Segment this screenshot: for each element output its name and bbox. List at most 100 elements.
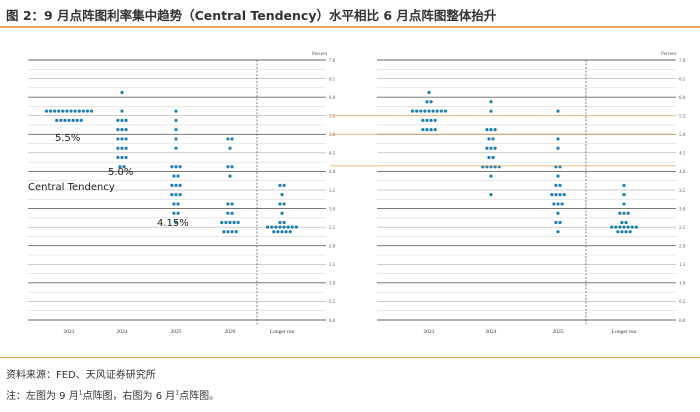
dot-mark	[622, 211, 626, 215]
dot-mark	[421, 118, 425, 122]
y-tick-label: 0.5	[329, 300, 336, 305]
dot-mark	[178, 165, 182, 169]
dot-mark	[178, 183, 182, 187]
dot-mark	[556, 146, 560, 150]
dot-mark	[124, 137, 128, 141]
dot-mark	[230, 137, 234, 141]
dot-mark	[489, 174, 493, 178]
dot-mark	[176, 211, 180, 215]
dot-mark	[491, 155, 495, 160]
dot-mark	[280, 230, 284, 234]
y-tick-label: 4.5	[329, 152, 336, 157]
dot-plot-september: 0.0 0.5 1.0 1.5 2.0 2.5 3.0 3.5 4.0 4.5 5.0 5.5 6.0 6…	[28, 52, 336, 335]
dot-mark	[230, 230, 234, 234]
dot-mark	[489, 128, 493, 132]
dot-mark	[429, 100, 433, 104]
dot-mark	[626, 211, 630, 215]
dot-mark	[290, 225, 294, 229]
dot-mark	[226, 211, 230, 215]
dot-mark	[562, 193, 566, 197]
dot-mark	[174, 128, 178, 132]
dot-mark	[124, 118, 128, 122]
dot-mark	[622, 183, 626, 187]
dot-mark	[620, 230, 624, 234]
dot-mark	[626, 225, 630, 229]
x-category-label: 2023	[424, 329, 435, 335]
dot-mark	[489, 193, 493, 197]
dot-mark	[176, 174, 180, 178]
dot-mark	[59, 118, 63, 122]
dot-mark	[419, 109, 423, 113]
dot-mark	[618, 211, 622, 215]
dot-mark	[278, 220, 282, 225]
dot-mark	[116, 137, 120, 141]
dot-mark	[286, 225, 290, 229]
dot-mark	[236, 220, 240, 225]
dot-mark	[556, 137, 560, 141]
dot-mark	[178, 193, 182, 197]
dot-mark	[274, 225, 278, 229]
dot-mark	[558, 193, 562, 197]
figure-title: 图 2：9 月点阵图利率集中趋势（Central Tendency）水平相比 6…	[6, 8, 497, 23]
dot-mark	[174, 183, 178, 187]
y-axis-label: Percent	[312, 52, 328, 57]
y-tick-label: 5.0	[329, 133, 336, 138]
dot-mark	[69, 109, 73, 113]
dot-mark	[116, 146, 120, 150]
dot-mark	[120, 118, 124, 122]
y-tick-label: 7.0	[329, 59, 336, 64]
x-category-label: 2023	[64, 329, 75, 335]
dot-mark	[120, 155, 124, 160]
dot-mark	[230, 202, 234, 206]
dot-mark	[282, 202, 286, 206]
dot-mark	[270, 225, 274, 229]
dot-mark	[120, 146, 124, 150]
y-tick-label: 2.0	[329, 245, 336, 250]
x-category-label: 2024	[117, 329, 128, 335]
dot-mark	[415, 109, 419, 113]
dot-mark	[232, 220, 236, 225]
dot-mark	[489, 109, 493, 113]
dot-mark	[89, 109, 94, 113]
dot-mark	[634, 225, 638, 229]
dot-mark	[124, 128, 128, 132]
dot-mark	[120, 128, 124, 132]
y-tick-label: 5.5	[679, 115, 686, 120]
dot-mark	[421, 128, 425, 132]
dot-mark	[282, 183, 286, 187]
y-tick-label: 2.0	[679, 245, 686, 250]
dot-mark	[174, 137, 178, 141]
dot-mark	[427, 90, 431, 95]
dot-mark	[485, 146, 489, 150]
dot-mark	[226, 137, 230, 141]
dot-mark	[556, 202, 560, 206]
dot-mark	[294, 225, 298, 229]
dot-mark	[493, 128, 497, 132]
dot-mark	[278, 202, 282, 206]
dot-mark	[220, 220, 224, 225]
dot-mark	[439, 109, 443, 113]
dot-mark	[224, 220, 228, 225]
dot-mark	[44, 109, 49, 113]
y-tick-label: 3.5	[679, 189, 686, 194]
dot-mark	[622, 202, 626, 206]
dot-mark	[116, 118, 120, 122]
dot-mark	[423, 109, 427, 113]
dot-mark	[61, 109, 65, 113]
dot-mark	[425, 128, 429, 132]
dot-mark	[85, 109, 90, 113]
dot-mark	[172, 174, 176, 178]
note-mid: 点阵图，右图为 6 月	[82, 391, 176, 402]
dot-plot-june: 0.0 0.5 1.0 1.5 2.0 2.5 3.0 3.5 4.0 4.5 5.0 5.5 6.0 6…	[377, 52, 686, 335]
dot-mark	[55, 118, 59, 122]
dot-mark	[174, 220, 178, 225]
dot-mark	[278, 225, 282, 229]
dot-mark	[48, 109, 53, 113]
note-text: 注：左图为 9 月1点阵图，右图为 6 月1点阵图。	[6, 387, 219, 402]
dot-mark	[618, 225, 622, 229]
dot-mark	[77, 109, 81, 113]
dot-mark	[234, 230, 238, 234]
dot-mark	[558, 220, 562, 225]
dot-mark	[435, 109, 439, 113]
central-tendency-annotation: 5.0%	[108, 167, 133, 178]
